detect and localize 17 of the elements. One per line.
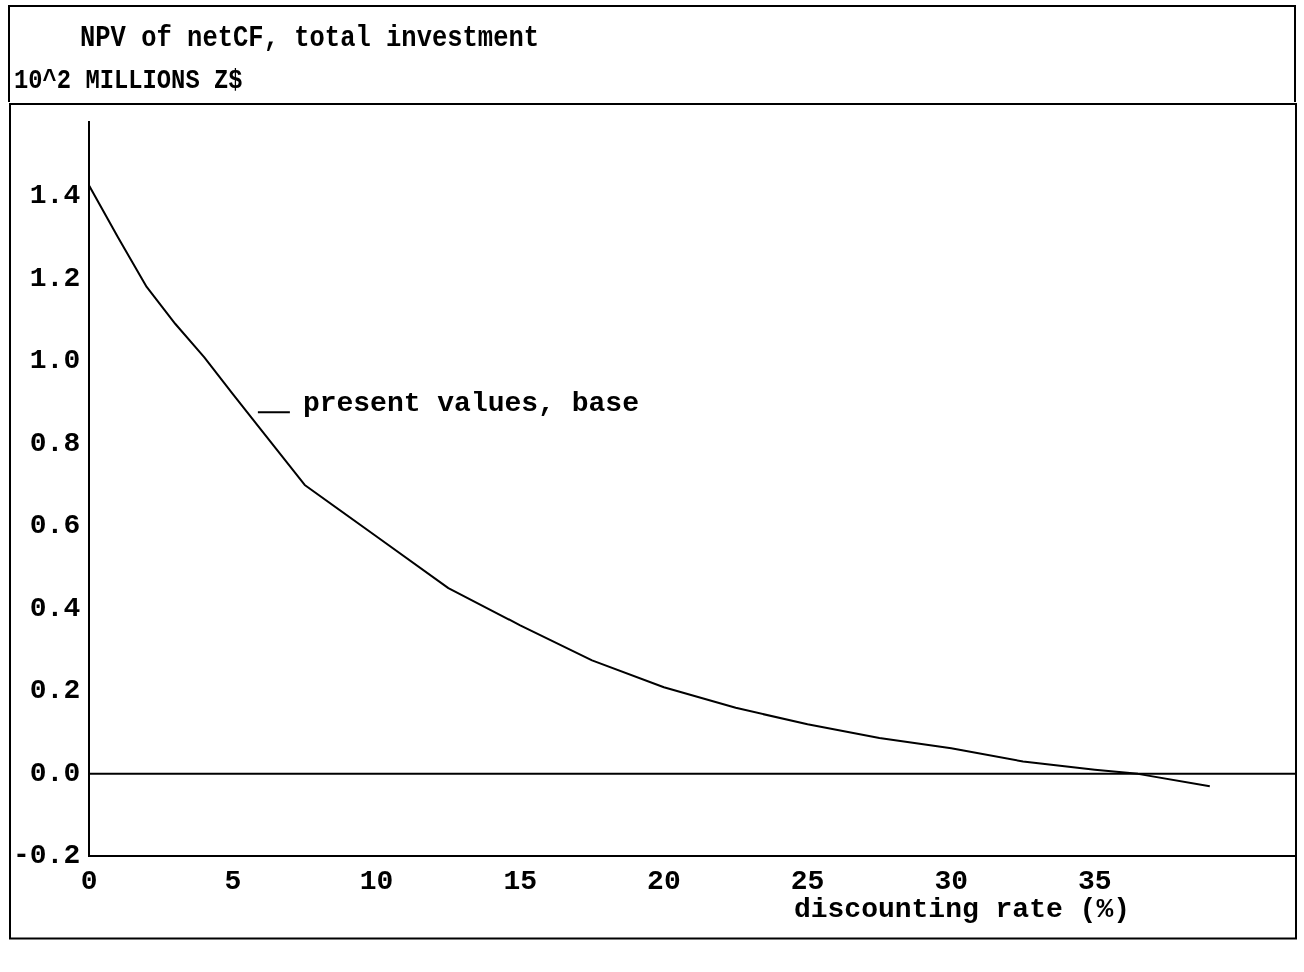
y-axis-title: 10^2 MILLIONS Z$ xyxy=(14,65,243,96)
y-tick-label: 1.2 xyxy=(29,262,81,294)
y-tick-label: 0.2 xyxy=(29,675,81,707)
y-tick-label: -0.2 xyxy=(12,840,81,872)
chart-title: NPV of netCF, total investment xyxy=(80,21,540,55)
y-tick-label: 1.4 xyxy=(29,180,81,212)
x-tick-label: 5 xyxy=(224,866,242,898)
x-tick-label: 10 xyxy=(359,866,394,898)
x-tick-label: 20 xyxy=(647,866,681,898)
y-tick-label: 1.0 xyxy=(29,345,81,377)
y-tick-label: 0.0 xyxy=(29,757,81,789)
y-tick-label: 0.8 xyxy=(29,427,81,459)
y-tick-label: 0.4 xyxy=(29,592,81,624)
x-tick-label: 0 xyxy=(80,866,98,898)
y-tick-label: 0.6 xyxy=(29,510,81,542)
legend-label: present values, base xyxy=(302,388,639,420)
x-tick-label: 15 xyxy=(503,866,538,898)
